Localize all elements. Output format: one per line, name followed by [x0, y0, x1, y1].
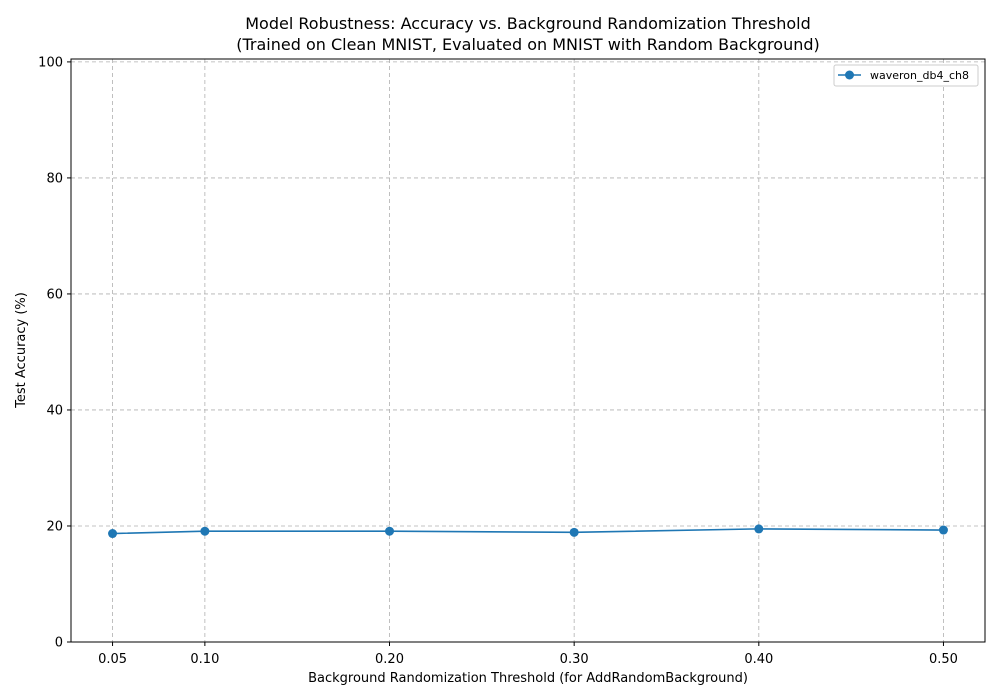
legend-label: waveron_db4_ch8: [870, 69, 969, 82]
x-tick-label: 0.30: [560, 652, 589, 667]
x-tick-label: 0.50: [929, 652, 958, 667]
y-tick-label: 20: [46, 519, 63, 534]
series-layer: [108, 524, 948, 539]
y-tick-label: 100: [38, 55, 63, 70]
plot-frame: [70, 58, 986, 643]
y-axis-label: Test Accuracy (%): [14, 292, 29, 409]
grid: [71, 59, 985, 643]
chart-subtitle: (Trained on Clean MNIST, Evaluated on MN…: [236, 35, 820, 54]
x-axis-label: Background Randomization Threshold (for …: [308, 671, 748, 686]
legend-box: [833, 64, 979, 87]
x-tick-label: 0.40: [744, 652, 773, 667]
y-tick-label: 40: [46, 403, 63, 418]
x-tick-label: 0.05: [98, 652, 127, 667]
chart-title: Model Robustness: Accuracy vs. Backgroun…: [245, 14, 810, 33]
data-point: [569, 527, 579, 537]
data-point: [108, 529, 118, 539]
x-tick-label: 0.20: [375, 652, 404, 667]
y-tick-label: 80: [46, 171, 63, 186]
legend: waveron_db4_ch8: [833, 64, 979, 87]
data-point: [938, 525, 948, 535]
y-tick-label: 0: [55, 636, 63, 651]
data-point: [200, 526, 210, 536]
x-tick-label: 0.10: [190, 652, 219, 667]
legend-marker: [845, 70, 854, 80]
data-point: [385, 526, 395, 536]
axis-ticks: 0.05 0.10 0.20 0.30 0.40 0.50 0 20 40 60 80 100: [38, 55, 958, 667]
y-tick-label: 60: [46, 287, 63, 302]
series-line: [112, 528, 944, 535]
data-point: [754, 524, 764, 534]
